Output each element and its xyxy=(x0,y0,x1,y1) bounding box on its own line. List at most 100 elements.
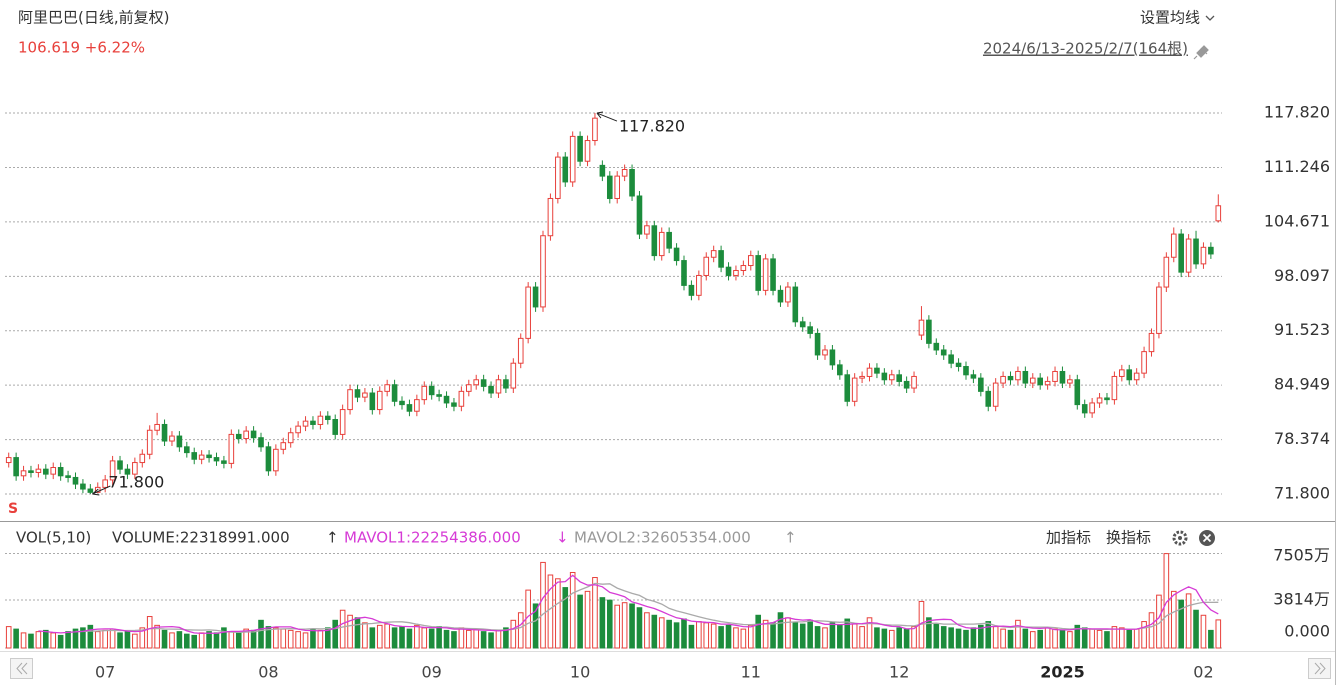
scroll-left[interactable] xyxy=(10,658,33,679)
volume-bar xyxy=(317,629,324,649)
volume-bar xyxy=(755,614,762,649)
volume-bar xyxy=(762,619,769,649)
range-label[interactable]: 2024/6/13-2025/2/7(164根) xyxy=(983,40,1188,58)
candle-body xyxy=(421,385,428,401)
volume-bar xyxy=(80,627,86,649)
volume-bar xyxy=(391,627,398,649)
volume-bar xyxy=(888,629,895,649)
volume-bar xyxy=(1215,619,1222,649)
candle-body xyxy=(1178,233,1184,273)
candle-body xyxy=(332,419,339,435)
volume-bar xyxy=(614,604,621,649)
candle-body xyxy=(72,476,79,485)
volume-bar xyxy=(458,627,465,649)
mavol1-line xyxy=(38,574,1219,635)
candle-body xyxy=(1000,375,1006,384)
volume-bar xyxy=(421,627,428,649)
volume-bar xyxy=(1000,628,1006,649)
candle-body xyxy=(978,377,984,392)
candle-body xyxy=(213,457,220,462)
candle-body xyxy=(80,483,86,490)
candle-body xyxy=(169,435,175,442)
candle-body xyxy=(146,429,153,455)
candle-body xyxy=(614,175,621,199)
close-icon[interactable] xyxy=(1199,530,1215,546)
volume-bar xyxy=(28,633,34,649)
volume-bar xyxy=(933,623,940,649)
candle-body xyxy=(1096,397,1103,404)
candle-body xyxy=(480,379,487,387)
candle-body xyxy=(258,437,264,448)
candle-body xyxy=(503,379,509,389)
volume-bar xyxy=(1044,627,1051,649)
candle-body xyxy=(109,460,116,481)
dropdown-icon[interactable] xyxy=(1205,15,1215,21)
candle-body xyxy=(1007,375,1014,381)
candle-body xyxy=(50,467,57,475)
volume-bar xyxy=(287,629,294,649)
volume-bar xyxy=(992,626,999,649)
candle-body xyxy=(354,389,361,398)
pin-icon[interactable] xyxy=(1193,45,1209,60)
candle-body xyxy=(176,435,183,448)
volume-bar xyxy=(243,628,249,649)
candle-body xyxy=(844,374,851,402)
volume-bar xyxy=(339,609,346,649)
volume-bar xyxy=(154,624,160,649)
candle-body xyxy=(948,354,954,364)
candle-body xyxy=(985,390,992,407)
volume-bar xyxy=(822,627,828,649)
x-tick-label: 11 xyxy=(741,663,761,682)
volume-bar xyxy=(399,626,405,649)
settings-icon[interactable] xyxy=(1172,530,1188,546)
volume-bar xyxy=(406,628,413,649)
candle-body xyxy=(599,164,606,177)
candle-body xyxy=(428,385,435,396)
candle-body xyxy=(5,457,12,464)
candle-body xyxy=(911,375,917,389)
candle-body xyxy=(970,374,977,379)
candle-body xyxy=(20,470,27,477)
volume-bar xyxy=(970,627,977,649)
candle-body xyxy=(1141,351,1147,374)
candle-body xyxy=(540,235,546,308)
candle-body xyxy=(1059,370,1066,384)
volume-bar xyxy=(310,628,316,649)
volume-bar xyxy=(792,622,799,649)
y2-tick-label: 0.000 xyxy=(1284,622,1330,641)
volume-bar xyxy=(1015,619,1021,649)
volume-bar xyxy=(903,628,910,649)
volume-bar xyxy=(1208,629,1214,649)
volume-bar xyxy=(985,621,992,649)
add-indicator[interactable]: 加指标 xyxy=(1046,529,1091,547)
volume-bar xyxy=(109,628,116,649)
volume-bar xyxy=(577,594,583,649)
volume-bar xyxy=(428,628,435,649)
candle-body xyxy=(888,374,895,381)
candle-body xyxy=(124,468,131,475)
volume-bar xyxy=(963,629,969,649)
candle-body xyxy=(822,349,828,356)
volume-bar xyxy=(146,616,153,649)
volume-bar xyxy=(555,578,561,649)
candle-body xyxy=(814,332,821,356)
candle-body xyxy=(896,374,902,382)
x-tick-label: 2025 xyxy=(1040,663,1085,682)
candle-body xyxy=(391,384,398,402)
candle-body xyxy=(273,448,279,472)
volume-bar xyxy=(510,619,517,649)
volume-bar xyxy=(1104,631,1110,649)
volume-bar xyxy=(926,617,932,649)
volume-bar xyxy=(503,627,509,649)
ma-settings[interactable]: 设置均线 xyxy=(1140,9,1200,27)
candle-body xyxy=(770,258,776,291)
volume-bar xyxy=(35,631,42,649)
candle-body xyxy=(1148,332,1155,353)
volume-bar xyxy=(747,624,754,649)
candle-body xyxy=(102,479,108,488)
scroll-right[interactable] xyxy=(1308,658,1331,679)
candle-body xyxy=(265,446,272,472)
volume-bar xyxy=(250,629,257,649)
switch-indicator[interactable]: 换指标 xyxy=(1106,529,1151,547)
